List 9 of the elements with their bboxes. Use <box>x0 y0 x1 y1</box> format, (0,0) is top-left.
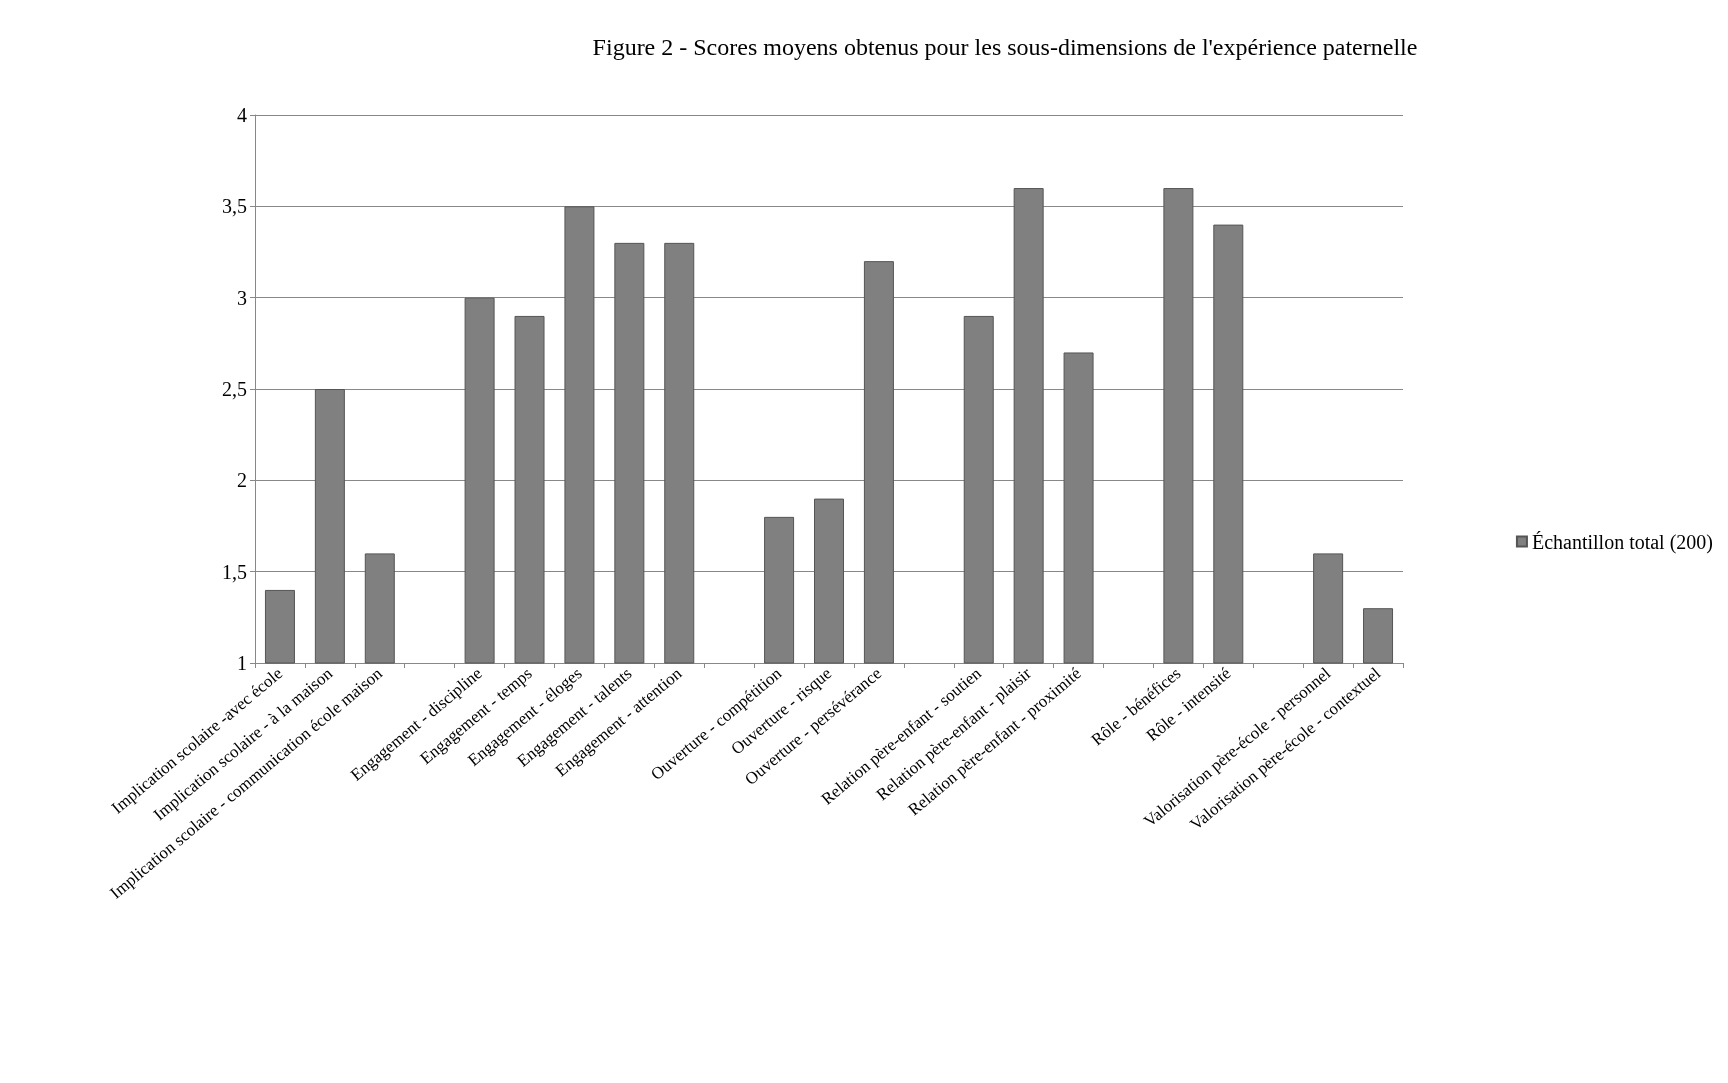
y-tick-label: 3 <box>237 286 247 309</box>
y-tick-label: 2 <box>237 469 247 492</box>
y-tick-label: 2,5 <box>222 378 247 400</box>
legend-label: Échantillon total (200) <box>1531 530 1714 554</box>
chart-title: Figure 2 - Scores moyens obtenus pour les sous-dimensions de l'expérience paternelle <box>592 34 1418 60</box>
y-tick-label: 1,5 <box>222 560 247 583</box>
y-tick-label: 3,5 <box>222 195 247 218</box>
y-tick-label: 4 <box>237 104 247 126</box>
y-tick-label: 1 <box>237 652 247 674</box>
